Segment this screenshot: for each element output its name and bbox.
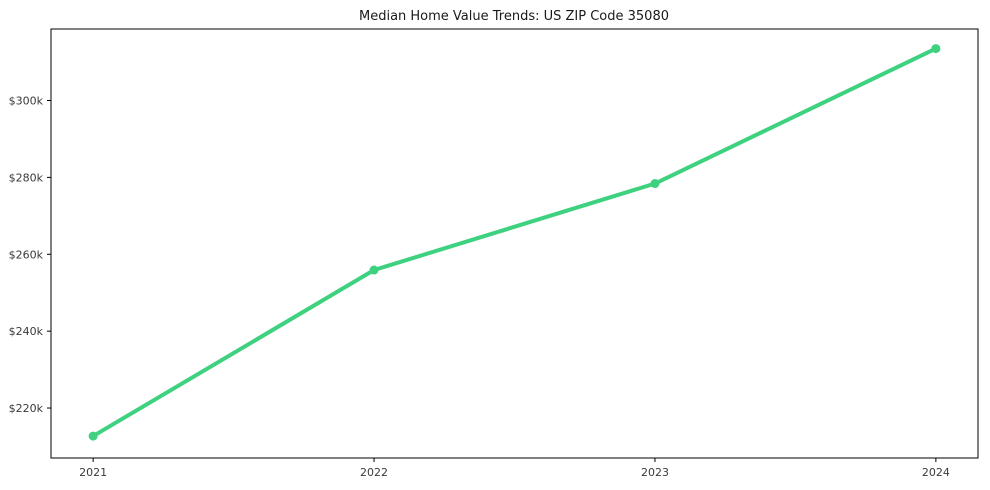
x-tick-label: 2021 [79,466,107,479]
plot-frame [50,28,979,459]
data-point-marker [88,431,98,441]
y-tick-label: $260k [9,248,44,261]
y-tick-label: $240k [9,325,44,338]
trend-line [91,46,938,439]
x-tick-label: 2023 [641,466,669,479]
data-point-marker [650,179,660,189]
x-tick-label: 2022 [360,466,388,479]
y-tick-label: $280k [9,171,44,184]
x-tick-label: 2024 [922,466,950,479]
y-tick-label: $300k [9,95,44,108]
chart-title: Median Home Value Trends: US ZIP Code 35… [359,9,669,24]
data-point-marker [369,265,379,275]
data-point-marker [931,44,941,54]
y-tick-label: $220k [9,402,44,415]
